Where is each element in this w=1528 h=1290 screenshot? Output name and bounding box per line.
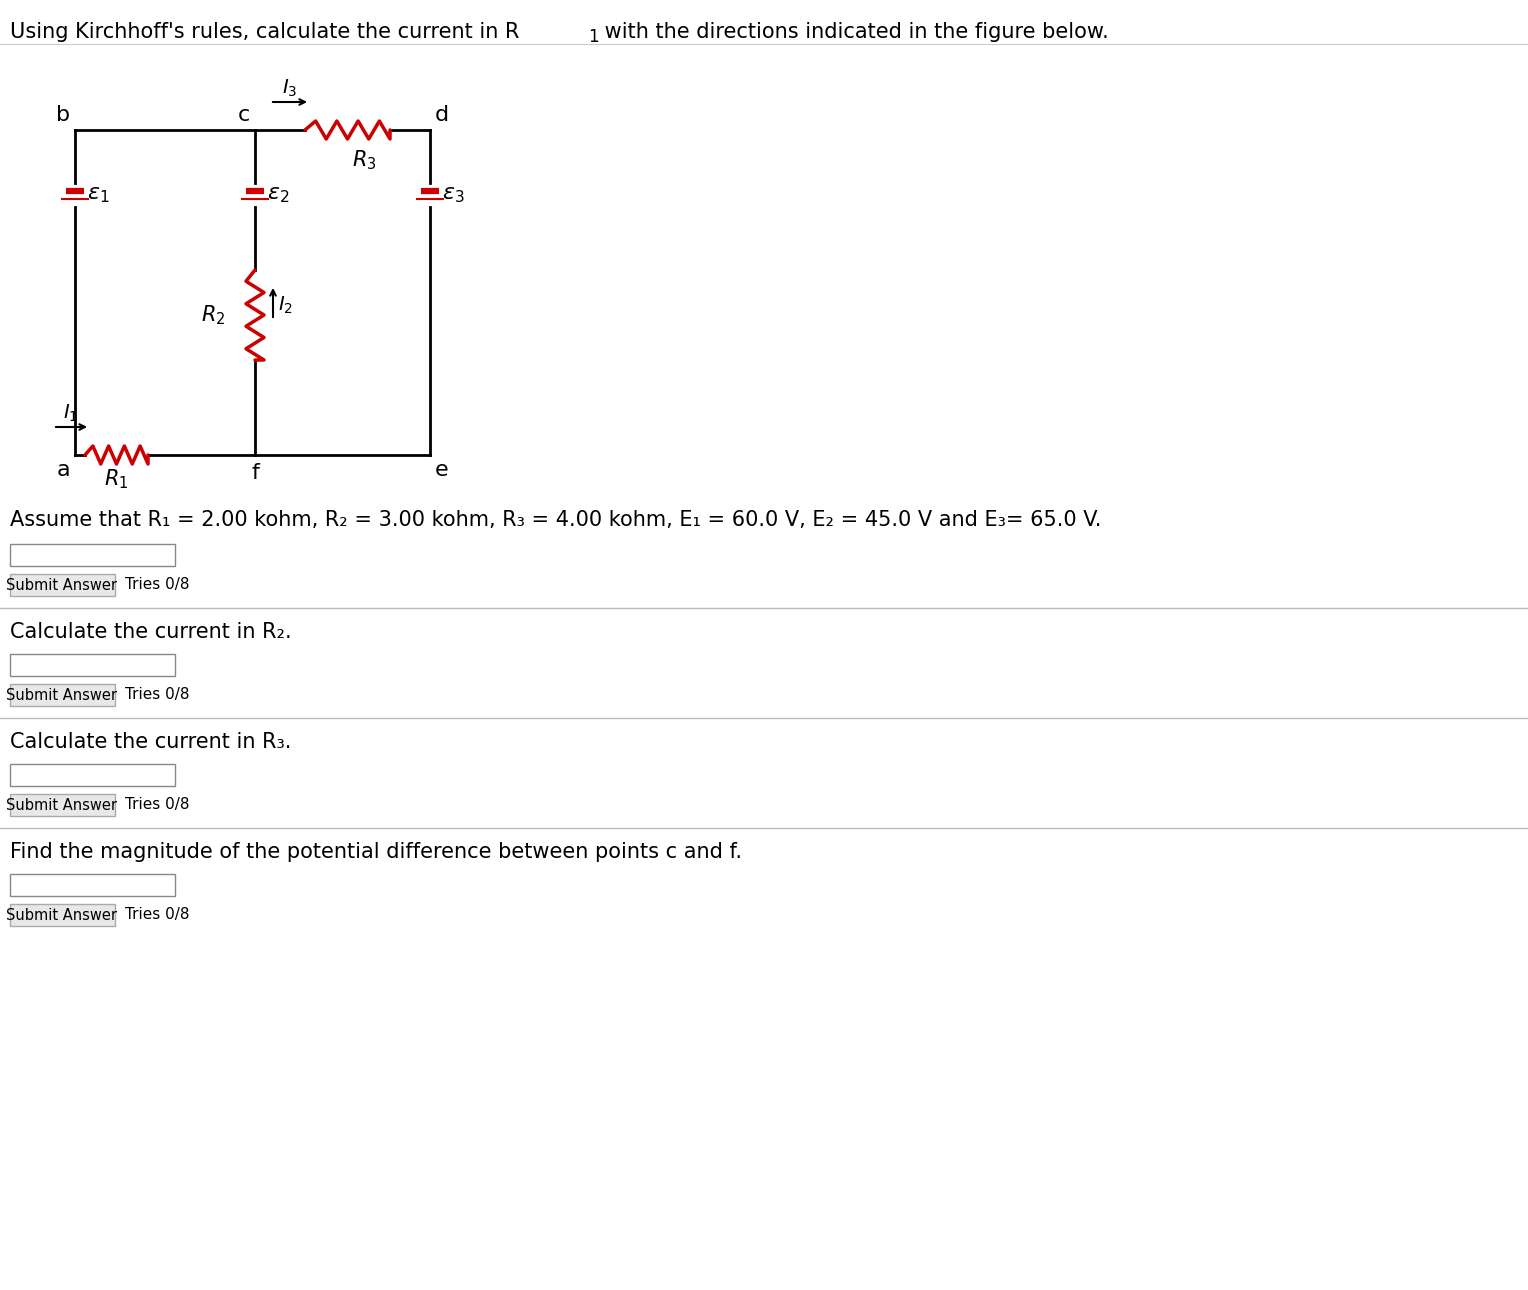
Text: $I_3$: $I_3$ [283, 77, 298, 99]
Text: $R_3$: $R_3$ [353, 148, 377, 172]
Text: $\varepsilon_2$: $\varepsilon_2$ [267, 184, 289, 205]
Text: e: e [435, 461, 449, 480]
Text: f: f [251, 463, 258, 482]
Text: Submit Answer: Submit Answer [6, 907, 118, 922]
FancyBboxPatch shape [11, 795, 115, 817]
FancyBboxPatch shape [11, 684, 115, 706]
Text: $\varepsilon_3$: $\varepsilon_3$ [442, 184, 465, 205]
Text: Using Kirchhoff's rules, calculate the current in R: Using Kirchhoff's rules, calculate the c… [11, 22, 520, 43]
Text: d: d [435, 104, 449, 125]
FancyBboxPatch shape [11, 574, 115, 596]
Text: Submit Answer: Submit Answer [6, 797, 118, 813]
Text: Assume that R₁ = 2.00 kohm, R₂ = 3.00 kohm, R₃ = 4.00 kohm, E₁ = 60.0 V, E₂ = 45: Assume that R₁ = 2.00 kohm, R₂ = 3.00 ko… [11, 510, 1102, 530]
FancyBboxPatch shape [11, 904, 115, 926]
Text: Tries 0/8: Tries 0/8 [125, 688, 189, 703]
Text: Tries 0/8: Tries 0/8 [125, 797, 189, 813]
Text: Submit Answer: Submit Answer [6, 578, 118, 592]
Text: $I_1$: $I_1$ [64, 402, 78, 424]
Text: 1: 1 [588, 28, 599, 46]
FancyBboxPatch shape [11, 875, 176, 897]
Text: Calculate the current in R₂.: Calculate the current in R₂. [11, 622, 292, 642]
Text: $R_2$: $R_2$ [200, 303, 225, 326]
FancyBboxPatch shape [11, 544, 176, 566]
FancyBboxPatch shape [11, 764, 176, 786]
Text: $R_1$: $R_1$ [104, 467, 128, 490]
FancyBboxPatch shape [11, 654, 176, 676]
Text: Submit Answer: Submit Answer [6, 688, 118, 703]
Text: Calculate the current in R₃.: Calculate the current in R₃. [11, 731, 292, 752]
Text: c: c [238, 104, 251, 125]
Text: with the directions indicated in the figure below.: with the directions indicated in the fig… [597, 22, 1109, 43]
Text: Tries 0/8: Tries 0/8 [125, 907, 189, 922]
Text: Find the magnitude of the potential difference between points c and f.: Find the magnitude of the potential diff… [11, 842, 743, 862]
Text: $I_2$: $I_2$ [278, 294, 293, 316]
Text: $\varepsilon_1$: $\varepsilon_1$ [87, 184, 110, 205]
Text: b: b [57, 104, 70, 125]
Text: a: a [57, 461, 70, 480]
Text: Tries 0/8: Tries 0/8 [125, 578, 189, 592]
